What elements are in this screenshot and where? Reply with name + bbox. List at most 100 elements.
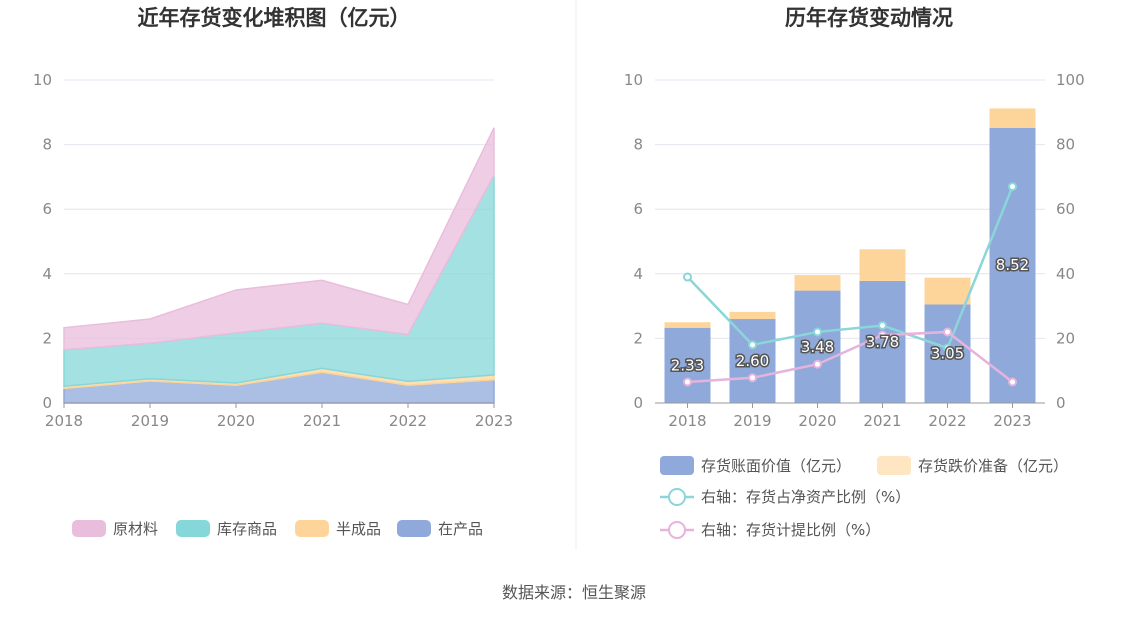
legend-label: 存货账面价值（亿元） [701, 457, 851, 475]
line-point-右轴存货计提比例 [1008, 377, 1017, 387]
legend-swatch [295, 520, 329, 537]
right-line-series [683, 182, 1017, 387]
right-y-tick-label: 8 [633, 136, 643, 154]
left-y-tick-label: 6 [42, 200, 52, 218]
right-right-y-axis: 0 20 40 60 80 100 [1056, 71, 1085, 412]
line-point-右轴存货计提比例 [683, 377, 692, 387]
bar-存货跌价准备亿元-2019 [729, 311, 776, 320]
right-x-tick-label: 2021 [863, 412, 901, 430]
left-x-tick-label: 2019 [131, 412, 169, 430]
legend-swatch [176, 520, 210, 537]
left-area-series [63, 127, 495, 404]
legend-item-存货账面价值亿元[interactable]: 存货账面价值（亿元） [660, 456, 851, 475]
bar-存货跌价准备亿元-2020 [794, 275, 841, 291]
right-chart-title: 历年存货变动情况 [785, 6, 953, 30]
right-bar-labels: 2.33 2.60 3.48 3.78 3.05 8.52 [669, 254, 1030, 376]
left-x-axis: 2018 2019 2020 2021 2022 2023 [45, 403, 513, 430]
right-x-tick-label: 2019 [733, 412, 771, 430]
right-y2-tick-label: 100 [1056, 71, 1085, 89]
right-x-axis: 2018 2019 2020 2021 2022 2023 [668, 403, 1032, 430]
right-y2-tick-label: 60 [1056, 200, 1075, 218]
right-gridlines [655, 79, 1045, 339]
right-y2-tick-label: 0 [1056, 394, 1066, 412]
legend-swatch [397, 520, 431, 537]
legend-label: 库存商品 [217, 520, 277, 538]
legend-item-原材料[interactable]: 原材料 [72, 520, 158, 538]
line-point-右轴存货占净资产比例 [683, 272, 692, 282]
left-x-tick-label: 2018 [45, 412, 83, 430]
line-point-右轴存货占净资产比例 [748, 340, 757, 350]
bar-存货账面价值亿元-2020 [794, 290, 841, 403]
line-point-右轴存货占净资产比例 [943, 343, 952, 353]
right-x-tick-label: 2023 [993, 412, 1031, 430]
bar-value-label: 3.05 [931, 345, 964, 363]
bar-存货账面价值亿元-2019 [729, 319, 776, 403]
line-右轴存货占净资产比例 [686, 186, 1014, 350]
right-x-tick-label: 2020 [798, 412, 836, 430]
line-右轴存货计提比例 [687, 330, 1014, 384]
legend-label: 存货跌价准备（亿元） [918, 457, 1068, 475]
right-y2-tick-label: 40 [1056, 265, 1075, 283]
left-y-tick-label: 0 [42, 394, 52, 412]
bar-value-label: 8.52 [996, 256, 1029, 274]
line-point-右轴存货计提比例 [878, 330, 887, 340]
left-x-tick-label: 2021 [303, 412, 341, 430]
right-x-tick-label: 2018 [668, 412, 706, 430]
legend-label: 在产品 [438, 520, 483, 538]
area-series-原材料 [63, 127, 495, 351]
bar-line-combo-chart: 历年存货变动情况 0 2 4 6 8 10 0 20 40 60 80 100 2.33 2.60 3.… [624, 6, 1085, 539]
left-y-tick-label: 2 [42, 329, 52, 347]
legend-label: 右轴：存货计提比例（%） [701, 521, 880, 539]
right-y2-tick-label: 80 [1056, 136, 1075, 154]
line-point-右轴存货计提比例 [943, 327, 952, 337]
left-y-tick-label: 8 [42, 136, 52, 154]
bar-value-label: 3.48 [801, 338, 834, 356]
line-point-右轴存货计提比例 [813, 359, 822, 369]
left-y-axis: 0 2 4 6 8 10 [33, 71, 52, 412]
line-point-右轴存货占净资产比例 [878, 320, 887, 330]
legend-swatch [660, 456, 694, 475]
legend-item-存货跌价准备亿元[interactable]: 存货跌价准备（亿元） [877, 456, 1068, 475]
legend-marker [668, 521, 686, 539]
right-left-y-axis: 0 2 4 6 8 10 [624, 71, 643, 412]
legend-label: 半成品 [336, 520, 381, 538]
bar-存货跌价准备亿元-2023 [989, 108, 1036, 128]
legend-item-右轴存货计提比例[interactable]: 右轴：存货计提比例（%） [660, 521, 880, 539]
data-source-text: 数据来源：恒生聚源 [502, 583, 646, 602]
right-x-tick-label: 2022 [928, 412, 966, 430]
legend-marker [668, 488, 686, 506]
legend-swatch [72, 520, 106, 537]
bar-value-label: 3.78 [866, 333, 899, 351]
line-point-右轴存货占净资产比例 [813, 327, 822, 337]
bar-value-label: 2.33 [671, 356, 704, 374]
bar-存货账面价值亿元-2023 [989, 127, 1036, 403]
right-legend: 存货账面价值（亿元） 存货跌价准备（亿元） 右轴：存货占净资产比例（%） 右轴：存货计… [660, 456, 1068, 539]
right-y2-tick-label: 20 [1056, 329, 1075, 347]
bar-存货跌价准备亿元-2022 [924, 277, 971, 305]
right-bar-series [664, 108, 1036, 403]
right-y-tick-label: 0 [633, 394, 643, 412]
bar-存货跌价准备亿元-2021 [859, 249, 906, 281]
left-y-tick-label: 10 [33, 71, 52, 89]
left-x-tick-label: 2022 [389, 412, 427, 430]
legend-item-半成品[interactable]: 半成品 [295, 520, 381, 538]
left-y-tick-label: 4 [42, 265, 52, 283]
legend-swatch [877, 456, 911, 475]
left-x-tick-label: 2023 [475, 412, 513, 430]
line-point-右轴存货计提比例 [748, 373, 757, 383]
left-chart-title: 近年存货变化堆积图（亿元） [138, 6, 411, 30]
right-y-tick-label: 2 [633, 329, 643, 347]
legend-label: 右轴：存货占净资产比例（%） [701, 488, 910, 506]
right-y-tick-label: 6 [633, 200, 643, 218]
legend-item-库存商品[interactable]: 库存商品 [176, 520, 277, 538]
line-point-右轴存货占净资产比例 [1008, 182, 1017, 192]
legend-item-右轴存货占净资产比例[interactable]: 右轴：存货占净资产比例（%） [660, 488, 910, 506]
right-y-tick-label: 10 [624, 71, 643, 89]
legend-item-在产品[interactable]: 在产品 [397, 520, 483, 538]
left-x-tick-label: 2020 [217, 412, 255, 430]
right-y-tick-label: 4 [633, 265, 643, 283]
legend-label: 原材料 [113, 520, 158, 538]
bar-存货账面价值亿元-2022 [924, 304, 971, 403]
